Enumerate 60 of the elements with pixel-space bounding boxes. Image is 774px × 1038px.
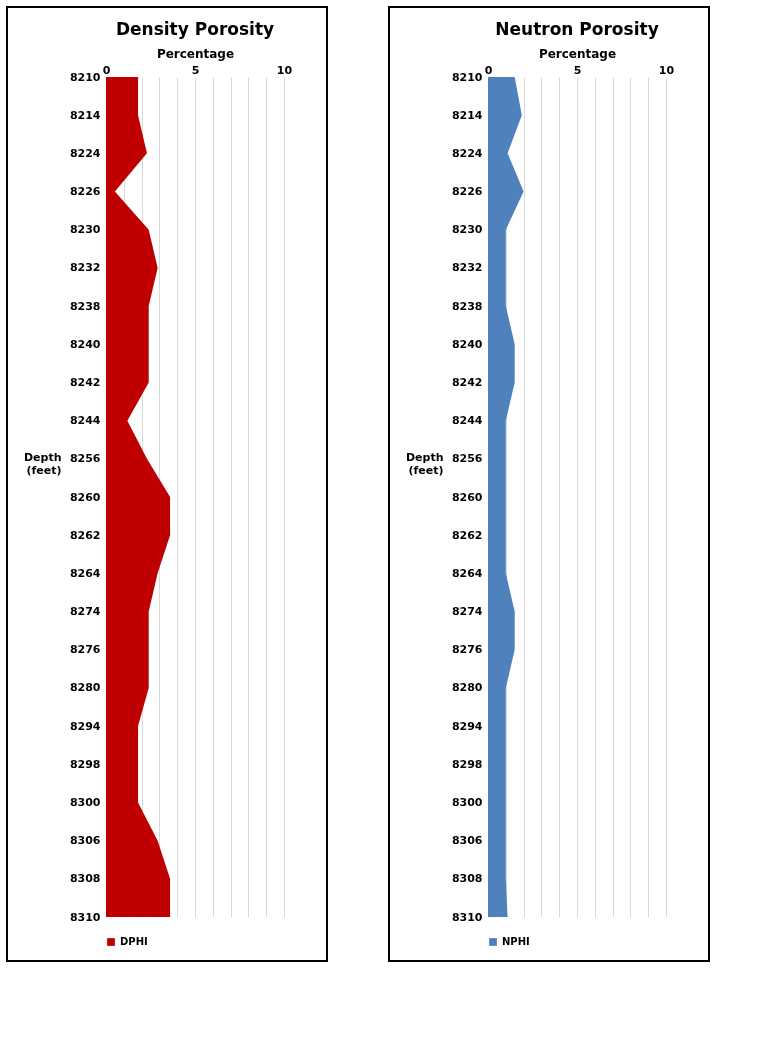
y-tick-label: 8238 [451, 299, 483, 313]
y-tick-label: 8300 [69, 795, 101, 809]
y-tick-label: 8238 [69, 299, 101, 313]
x-tick-label: 0 [484, 63, 493, 77]
y-tick-label: 8298 [451, 757, 483, 771]
y-tick-label: 8262 [69, 528, 101, 542]
x-axis-title: Percentage [538, 46, 617, 61]
y-tick-label: 8276 [451, 643, 483, 657]
y-tick-label: 8230 [69, 223, 101, 237]
y-tick-label: 8210 [451, 70, 483, 84]
y-tick-label: 8308 [69, 872, 101, 886]
y-tick-label: 8280 [69, 681, 101, 695]
y-tick-label: 8276 [69, 643, 101, 657]
y-tick-label: 8242 [451, 375, 483, 389]
x-tick-label: 5 [573, 63, 582, 77]
y-tick-label: 8210 [69, 70, 101, 84]
y-tick-label: 8214 [69, 108, 101, 122]
legend-label: DPHI [120, 936, 148, 947]
chart-title: Neutron Porosity [495, 19, 659, 39]
y-tick-label: 8232 [69, 261, 101, 275]
y-tick-label: 8226 [451, 185, 483, 199]
y-tick-label: 8264 [69, 566, 101, 580]
y-tick-label: 8274 [451, 605, 483, 619]
x-tick-label: 0 [102, 63, 111, 77]
y-tick-label: 8306 [451, 834, 483, 848]
x-tick-label: 5 [191, 63, 200, 77]
y-tick-label: 8260 [451, 490, 483, 504]
y-tick-label: 8300 [451, 795, 483, 809]
x-axis-title: Percentage [156, 46, 235, 61]
y-tick-label: 8226 [69, 185, 101, 199]
y-tick-label: 8262 [451, 528, 483, 542]
y-tick-label: 8294 [451, 719, 483, 733]
y-tick-label: 8260 [69, 490, 101, 504]
y-tick-label: 8298 [69, 757, 101, 771]
chart-title: Density Porosity [115, 19, 275, 39]
y-tick-label: 8310 [451, 910, 483, 924]
y-tick-label: 8240 [69, 337, 101, 351]
y-tick-label: 8306 [69, 834, 101, 848]
legend-label: NPHI [502, 936, 530, 947]
x-tick-label: 10 [276, 63, 293, 77]
y-tick-label: 8294 [69, 719, 101, 733]
y-tick-label: 8240 [451, 337, 483, 351]
y-tick-label: 8244 [451, 414, 483, 428]
y-tick-label: 8214 [451, 108, 483, 122]
y-tick-label: 8230 [451, 223, 483, 237]
y-tick-label: 8224 [451, 146, 483, 160]
y-tick-label: 8310 [69, 910, 101, 924]
y-tick-label: 8256 [69, 452, 101, 466]
y-tick-label: 8224 [69, 146, 101, 160]
y-tick-label: 8256 [451, 452, 483, 466]
y-tick-label: 8308 [451, 872, 483, 886]
y-tick-label: 8244 [69, 414, 101, 428]
y-tick-label: 8264 [451, 566, 483, 580]
y-axis-title: Depth (feet) [405, 450, 444, 477]
y-tick-label: 8280 [451, 681, 483, 695]
y-tick-label: 8242 [69, 375, 101, 389]
y-tick-label: 8274 [69, 605, 101, 619]
y-tick-label: 8232 [451, 261, 483, 275]
x-tick-label: 10 [658, 63, 675, 77]
y-axis-title: Depth (feet) [23, 450, 62, 477]
